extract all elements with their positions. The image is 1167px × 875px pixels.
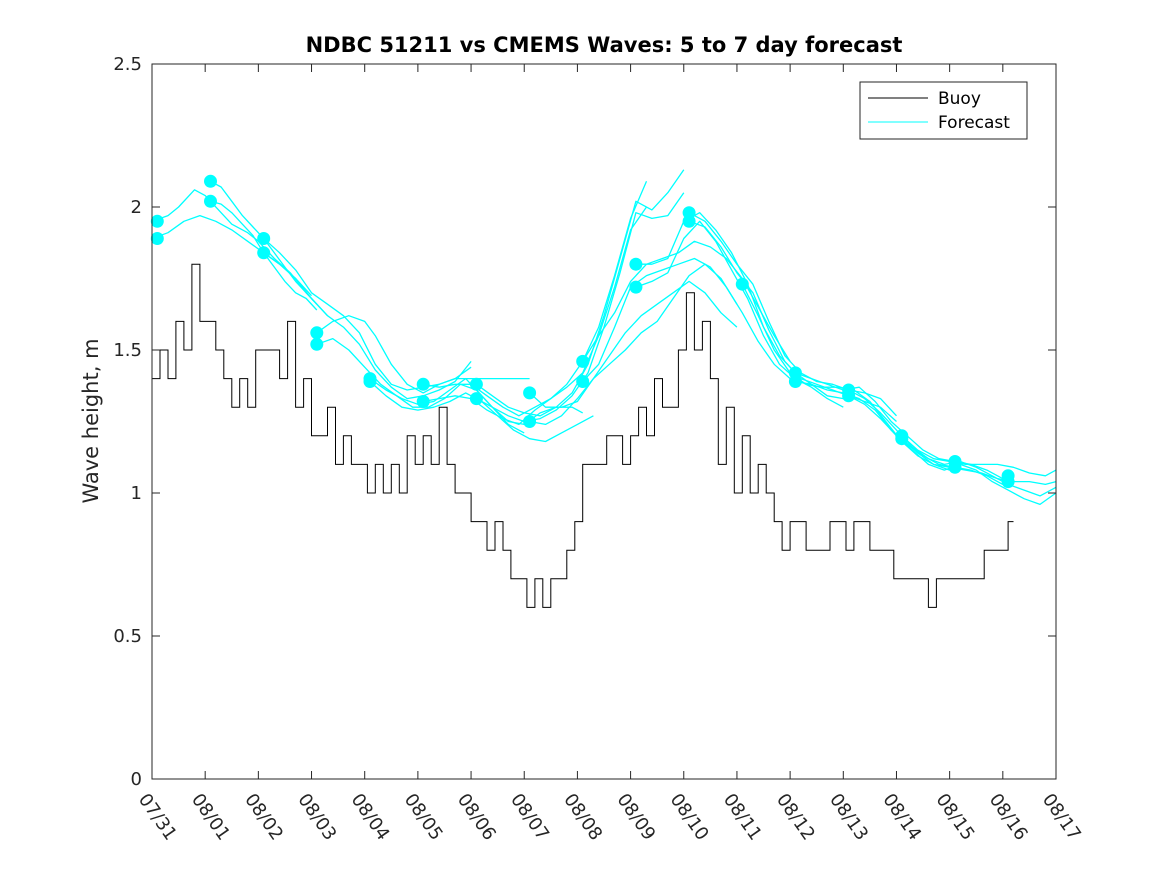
forecast-marker xyxy=(416,395,430,408)
forecast-marker xyxy=(310,337,324,351)
forecast-line-21 xyxy=(688,212,897,417)
forecast-line-5 xyxy=(263,238,472,391)
y-tick-label: 2 xyxy=(131,197,142,218)
forecast-line-11 xyxy=(423,181,648,417)
buoy-line xyxy=(152,263,1014,608)
forecast-line-16 xyxy=(529,263,738,426)
y-tick-label: 1 xyxy=(131,483,142,504)
forecast-marker xyxy=(576,375,590,388)
forecast-marker xyxy=(576,354,590,368)
forecast-marker xyxy=(310,326,324,340)
forecast-line-15 xyxy=(529,280,738,408)
y-tick-label: 2.5 xyxy=(113,54,142,75)
forecast-marker xyxy=(204,194,217,208)
legend-forecast-label: Forecast xyxy=(938,113,1010,133)
axes-box xyxy=(151,63,1057,780)
forecast-marker xyxy=(469,377,483,391)
forecast-marker xyxy=(416,377,430,391)
forecast-marker xyxy=(523,415,537,428)
forecast-marker xyxy=(523,386,537,400)
buoy-line-group xyxy=(152,263,1014,608)
forecast-line-28 xyxy=(901,435,1057,477)
forecast-line-29 xyxy=(901,438,1057,486)
legend-box xyxy=(859,81,1028,140)
legend-buoy-label: Buoy xyxy=(938,89,981,109)
forecast-marker xyxy=(257,246,271,260)
forecast-marker xyxy=(948,460,962,474)
forecast-marker xyxy=(1001,475,1015,489)
forecast-marker xyxy=(150,214,164,228)
forecast-marker xyxy=(150,232,164,245)
y-tick-label: 1.5 xyxy=(113,340,142,361)
forecast-marker xyxy=(257,232,271,245)
forecast-marker xyxy=(204,174,217,188)
forecast-marker xyxy=(363,375,377,388)
forecast-marker xyxy=(629,257,643,271)
chart-title: NDBC 51211 vs CMEMS Waves: 5 to 7 day fo… xyxy=(306,33,903,57)
forecast-line-6 xyxy=(263,252,472,400)
forecast-marker xyxy=(682,214,696,228)
forecast-line-1 xyxy=(151,189,318,305)
forecast-marker xyxy=(788,375,802,388)
y-tick-label: 0 xyxy=(131,769,142,790)
forecast-marker xyxy=(629,280,643,294)
y-tick-label: 0.5 xyxy=(113,626,142,647)
forecast-marker xyxy=(469,392,483,406)
legend: Buoy Forecast xyxy=(859,81,1028,140)
forecast-marker xyxy=(842,389,856,403)
forecast-line-7 xyxy=(316,315,530,394)
forecast-marker xyxy=(895,432,909,446)
y-axis-label: Wave height, m xyxy=(79,338,103,503)
forecast-line-17 xyxy=(582,240,791,362)
y-axis: 0 0.5 1 1.5 2 2.5 xyxy=(113,54,1056,790)
forecast-markers xyxy=(150,174,1015,489)
plot-area xyxy=(152,64,1056,779)
forecast-marker xyxy=(735,277,749,291)
forecast-line-12 xyxy=(423,206,648,426)
forecast-line-18 xyxy=(582,257,791,382)
